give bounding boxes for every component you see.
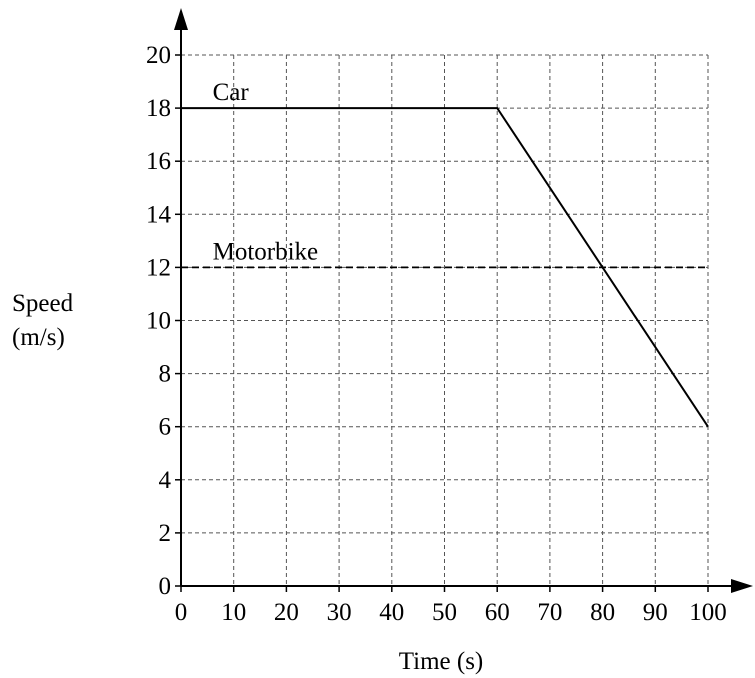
y-tick-label: 2 (159, 520, 172, 547)
series-label-motorbike: Motorbike (213, 238, 319, 265)
y-tick-label: 16 (146, 148, 171, 175)
x-tick-label: 70 (537, 599, 562, 626)
y-tick-label: 10 (146, 308, 171, 335)
x-tick-label: 80 (590, 599, 615, 626)
series-labels: Car Motorbike (213, 79, 319, 265)
x-tick-label: 0 (175, 599, 188, 626)
y-axis-ticks: 0 2 4 6 8 10 12 14 16 18 20 (146, 42, 181, 600)
x-tick-label: 20 (274, 599, 299, 626)
x-tick-label: 100 (689, 599, 727, 626)
y-axis-arrow (174, 8, 188, 30)
x-tick-label: 10 (221, 599, 246, 626)
x-tick-label: 50 (432, 599, 457, 626)
axes (174, 8, 753, 593)
y-tick-label: 6 (159, 414, 172, 441)
x-tick-label: 60 (485, 599, 510, 626)
y-axis-label-line-1: Speed (12, 290, 74, 317)
y-tick-label: 18 (146, 95, 171, 122)
grid-lines (181, 54, 709, 586)
x-axis-label: Time (s) (399, 648, 484, 675)
series-label-car: Car (213, 79, 250, 106)
y-tick-label: 0 (159, 573, 172, 600)
x-tick-label: 90 (643, 599, 668, 626)
x-axis-ticks: 0 10 20 30 40 50 60 70 80 90 100 (175, 586, 727, 626)
y-tick-label: 4 (159, 467, 172, 494)
series-line-car (181, 107, 709, 428)
y-tick-label: 20 (146, 42, 171, 69)
series-lines (181, 107, 709, 428)
x-tick-label: 30 (327, 599, 352, 626)
y-tick-label: 12 (146, 254, 171, 281)
y-tick-label: 14 (146, 201, 172, 228)
x-axis-arrow (731, 579, 753, 593)
y-axis-label-line-2: (m/s) (12, 324, 65, 351)
y-tick-label: 8 (159, 361, 172, 388)
x-tick-label: 40 (379, 599, 404, 626)
